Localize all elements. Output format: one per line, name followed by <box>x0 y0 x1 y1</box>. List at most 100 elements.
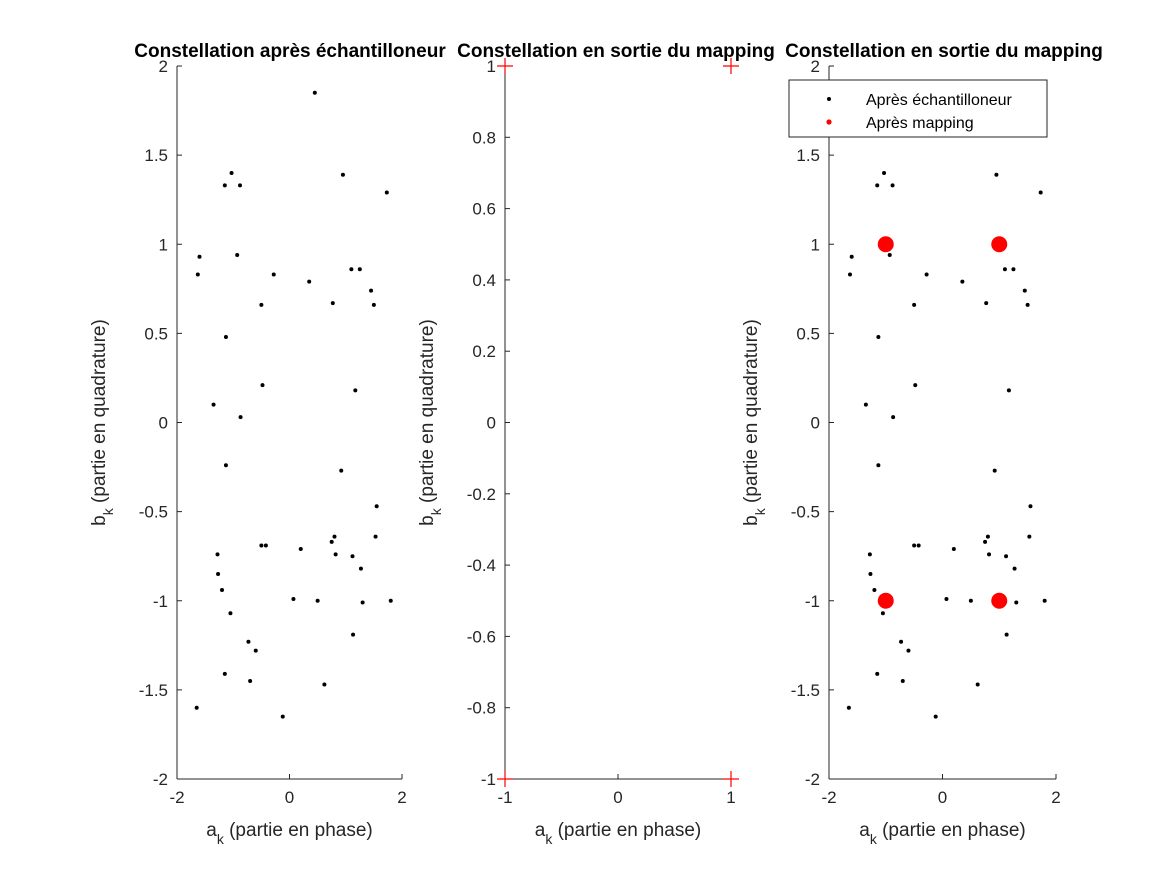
data-point <box>876 463 881 468</box>
data-point <box>912 302 917 307</box>
series-1 <box>497 58 739 787</box>
legend-marker <box>826 119 832 125</box>
data-point <box>228 611 233 616</box>
data-point <box>868 572 873 577</box>
y-tick-label: 0.6 <box>472 200 496 219</box>
chart-title: Constellation après échantilloneur <box>134 41 446 62</box>
series-1 <box>194 90 393 719</box>
data-point <box>253 648 258 653</box>
data-point <box>349 267 354 272</box>
data-point <box>847 272 852 277</box>
data-point <box>849 254 854 259</box>
y-tick-label: 0.2 <box>472 342 496 361</box>
data-point <box>259 302 264 307</box>
data-point <box>223 334 228 339</box>
data-point <box>987 552 992 557</box>
data-point <box>991 592 1008 609</box>
subplot-2: -1 -0.8 -0.6 -0.4 -0.2 0 0.2 0.4 0.6 0.8 1 -1 0 1 ak (… <box>417 57 739 847</box>
data-point <box>211 402 216 407</box>
y-tick-label: -0.8 <box>467 699 496 718</box>
data-point <box>322 682 327 687</box>
y-tick-label: 1 <box>159 235 168 254</box>
data-point <box>339 468 344 473</box>
data-point <box>374 504 379 509</box>
data-point <box>215 552 220 557</box>
data-point <box>194 705 199 710</box>
data-point <box>260 383 265 388</box>
data-point <box>1004 554 1009 559</box>
x-tick-label: 1 <box>726 788 735 807</box>
y-tick-label: 1 <box>811 235 820 254</box>
data-point <box>357 267 362 272</box>
data-point <box>307 279 312 284</box>
y-tick-label: 0 <box>811 414 820 433</box>
x-tick-label: -2 <box>169 788 184 807</box>
data-point <box>195 272 200 277</box>
data-point <box>1025 302 1030 307</box>
series-2 <box>877 236 1008 609</box>
data-point <box>271 272 276 277</box>
data-point <box>384 190 389 195</box>
data-point <box>1002 267 1007 272</box>
y-tick-label: 0.5 <box>796 324 820 343</box>
data-point <box>985 534 990 539</box>
y-tick-label: -1.5 <box>791 681 820 700</box>
data-point <box>291 596 296 601</box>
data-point <box>944 596 949 601</box>
data-point <box>899 639 904 644</box>
data-point <box>246 639 251 644</box>
data-point <box>951 547 956 552</box>
y-tick-label: 0.5 <box>144 324 168 343</box>
data-point <box>968 598 973 603</box>
y-tick-label: 2 <box>811 57 820 76</box>
data-point <box>960 279 965 284</box>
data-point <box>197 254 202 259</box>
data-point <box>723 58 739 74</box>
data-point <box>248 678 253 683</box>
legend-box <box>788 79 1048 138</box>
legend: Après échantilloneur Après mapping <box>788 79 1048 138</box>
x-tick-label: 2 <box>397 788 406 807</box>
data-point <box>924 272 929 277</box>
data-point <box>333 552 338 557</box>
data-point <box>259 543 264 548</box>
data-point <box>875 183 880 188</box>
y-tick-label: -1 <box>153 592 168 611</box>
data-point <box>1012 566 1017 571</box>
data-point <box>353 388 358 393</box>
data-point <box>916 543 921 548</box>
data-point <box>238 183 242 188</box>
data-point <box>863 402 868 407</box>
data-point <box>332 534 337 539</box>
data-point <box>238 415 243 420</box>
data-point <box>222 183 227 188</box>
data-point <box>351 632 356 637</box>
y-tick-label: -1 <box>481 770 496 789</box>
series-1 <box>846 90 1047 719</box>
data-point <box>846 705 851 710</box>
y-tick-label: 0 <box>487 414 496 433</box>
subplot-3: -2 -1.5 -1 -0.5 0 0.5 1 1.5 2 -2 0 2 ak (partie en p… <box>741 57 1061 847</box>
data-point <box>991 236 1008 253</box>
y-tick-label: 0.8 <box>472 128 496 147</box>
y-axis-label: bk (partie en quadrature) <box>417 319 444 526</box>
data-point <box>906 648 911 653</box>
data-point <box>913 383 918 388</box>
y-tick-label: 0.4 <box>472 271 496 290</box>
data-point <box>371 302 376 307</box>
data-point <box>1006 388 1011 393</box>
chart-title: Constellation en sortie du mapping <box>785 41 1103 62</box>
y-axis-label: bk (partie en quadrature) <box>741 319 768 526</box>
data-point <box>891 415 896 420</box>
data-point <box>358 566 363 571</box>
x-axis-label: ak (partie en phase) <box>206 820 373 847</box>
y-tick-label: 1.5 <box>144 146 168 165</box>
data-point <box>350 554 355 559</box>
subplot-1: -2 -1.5 -1 -0.5 0 0.5 1 1.5 2 -2 0 2 ak (partie en p… <box>89 57 407 847</box>
y-tick-label: -2 <box>153 770 168 789</box>
data-point <box>216 572 221 577</box>
data-point <box>867 552 872 557</box>
y-tick-label: -0.4 <box>467 556 496 575</box>
data-point <box>329 539 334 544</box>
data-point <box>263 543 268 548</box>
